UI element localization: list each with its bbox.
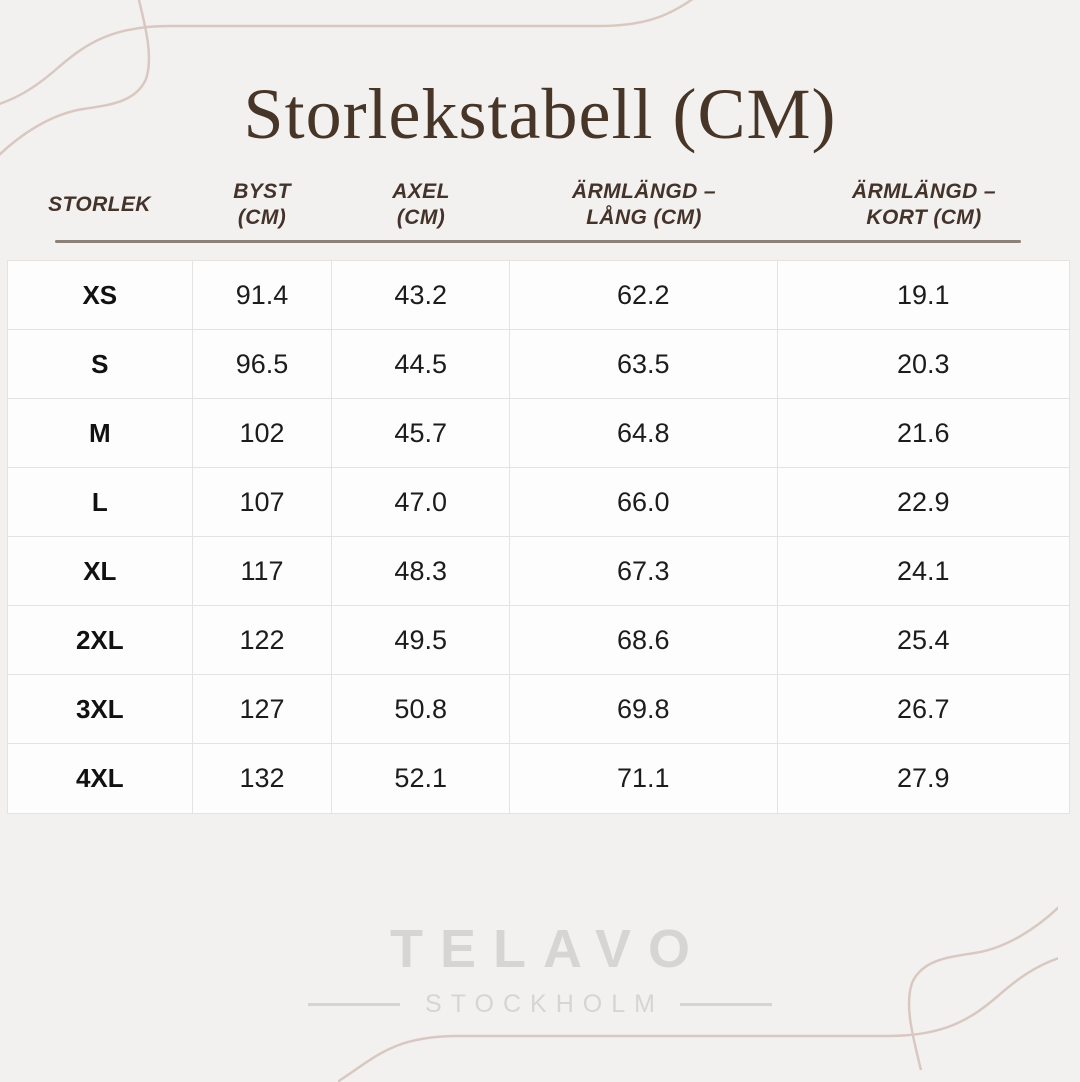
size-label-cell: XS xyxy=(8,261,193,329)
size-label-cell: 2XL xyxy=(8,606,193,674)
measurement-cell: 52.1 xyxy=(332,744,511,813)
measurement-cell: 43.2 xyxy=(332,261,511,329)
measurement-cell: 19.1 xyxy=(777,261,1069,329)
measurement-cell: 62.2 xyxy=(510,261,778,329)
measurement-cell: 68.6 xyxy=(510,606,778,674)
measurement-cell: 117 xyxy=(192,537,333,605)
measurement-cell: 45.7 xyxy=(332,399,511,467)
brand-city: STOCKHOLM xyxy=(425,990,664,1018)
table-row: M 102 45.7 64.8 21.6 xyxy=(8,399,1069,468)
measurement-cell: 122 xyxy=(192,606,333,674)
size-label-cell: L xyxy=(8,468,193,536)
measurement-cell: 96.5 xyxy=(192,330,333,398)
size-label-cell: 3XL xyxy=(8,675,193,743)
measurement-cell: 66.0 xyxy=(510,468,778,536)
measurement-cell: 47.0 xyxy=(332,468,511,536)
brand-logo: TELAVO STOCKHOLM xyxy=(0,918,1080,1019)
table-row: 2XL 122 49.5 68.6 25.4 xyxy=(8,606,1069,675)
table-row: L 107 47.0 66.0 22.9 xyxy=(8,468,1069,537)
column-header-axel: AXEL (CM) xyxy=(392,180,450,229)
size-label-cell: 4XL xyxy=(8,744,193,813)
measurement-cell: 25.4 xyxy=(777,606,1069,674)
measurement-cell: 48.3 xyxy=(332,537,511,605)
logo-dash-right xyxy=(679,1003,772,1006)
brand-city-row: STOCKHOLM xyxy=(0,990,1080,1019)
measurement-cell: 21.6 xyxy=(777,399,1069,467)
size-label-cell: XL xyxy=(8,537,193,605)
measurement-cell: 127 xyxy=(192,675,333,743)
page-title: Storlekstabell (CM) xyxy=(243,74,837,154)
table-header-row: STORLEK BYST (CM) AXEL (CM) ÄRMLÄNGD – L… xyxy=(7,174,1070,236)
measurement-cell: 102 xyxy=(192,399,333,467)
column-header-armlangd-lang: ÄRMLÄNGD – LÅNG (CM) xyxy=(572,180,716,229)
measurement-cell: 26.7 xyxy=(777,675,1069,743)
measurement-cell: 69.8 xyxy=(510,675,778,743)
table-row: XS 91.4 43.2 62.2 19.1 xyxy=(8,261,1069,330)
column-header-byst: BYST (CM) xyxy=(233,180,291,229)
measurement-cell: 71.1 xyxy=(510,744,778,813)
table-row: XL 117 48.3 67.3 24.1 xyxy=(8,537,1069,606)
measurement-cell: 24.1 xyxy=(777,537,1069,605)
column-header-armlangd-kort: ÄRMLÄNGD – KORT (CM) xyxy=(852,180,996,229)
size-label-cell: S xyxy=(8,330,193,398)
table-row: 4XL 132 52.1 71.1 27.9 xyxy=(8,744,1069,813)
measurement-cell: 44.5 xyxy=(332,330,511,398)
measurement-cell: 27.9 xyxy=(777,744,1069,813)
column-header-storlek: STORLEK xyxy=(48,193,151,216)
measurement-cell: 67.3 xyxy=(510,537,778,605)
table-row: S 96.5 44.5 63.5 20.3 xyxy=(8,330,1069,399)
size-label-cell: M xyxy=(8,399,193,467)
brand-name: TELAVO xyxy=(390,919,707,979)
logo-dash-left xyxy=(308,1003,401,1006)
measurement-cell: 50.8 xyxy=(332,675,511,743)
table-row: 3XL 127 50.8 69.8 26.7 xyxy=(8,675,1069,744)
measurement-cell: 107 xyxy=(192,468,333,536)
measurement-cell: 91.4 xyxy=(192,261,333,329)
size-table-body: XS 91.4 43.2 62.2 19.1 S 96.5 44.5 63.5 20.3 M 102 4… xyxy=(7,260,1070,814)
measurement-cell: 63.5 xyxy=(510,330,778,398)
measurement-cell: 64.8 xyxy=(510,399,778,467)
measurement-cell: 20.3 xyxy=(777,330,1069,398)
measurement-cell: 49.5 xyxy=(332,606,511,674)
header-divider xyxy=(55,240,1021,243)
measurement-cell: 132 xyxy=(192,744,333,813)
measurement-cell: 22.9 xyxy=(777,468,1069,536)
